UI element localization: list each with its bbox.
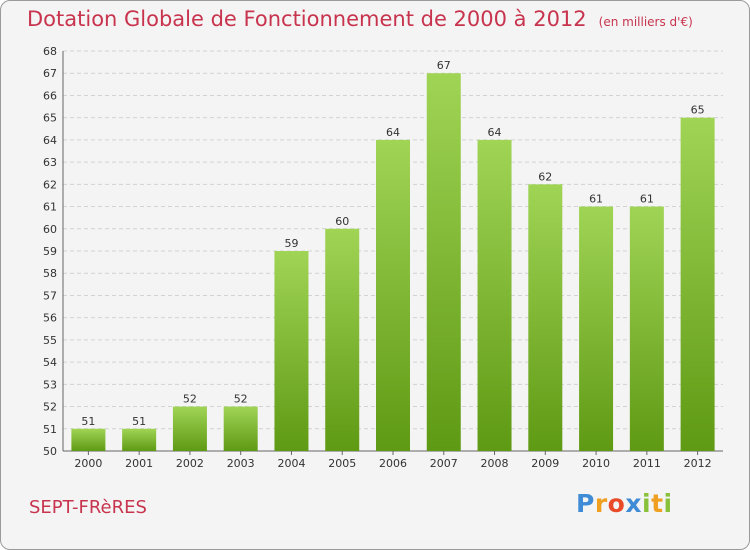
y-tick-label: 67 [43, 67, 57, 80]
x-tick-label-2000: 2000 [74, 457, 102, 470]
y-tick-label: 60 [43, 223, 57, 236]
logo-letter: r [594, 489, 608, 518]
bar-2006 [376, 139, 410, 451]
data-label-2008: 64 [488, 126, 502, 139]
x-tick-label-2005: 2005 [328, 457, 356, 470]
bar-2005 [325, 228, 360, 451]
data-label-2002: 52 [183, 393, 197, 406]
bar-2003 [223, 406, 258, 451]
y-tick-label: 53 [43, 378, 57, 391]
data-label-2003: 52 [234, 393, 248, 406]
logo-letter: t [651, 489, 664, 518]
chart-unit: (en milliers d'€) [598, 15, 693, 29]
data-label-2012: 65 [691, 104, 705, 117]
data-label-2000: 51 [81, 415, 95, 428]
bar-2002 [172, 406, 207, 451]
commune-name: SEPT-FRèRES [29, 497, 147, 518]
x-tick-label-2001: 2001 [125, 457, 153, 470]
y-tick-labels: 50 51 52 53 54 55 56 57 58 59 60 61 62 63 64 65 66 67 68 [43, 45, 57, 458]
bar-2009 [528, 184, 563, 452]
x-tick-label-2003: 2003 [227, 457, 255, 470]
data-label-2005: 60 [335, 215, 349, 228]
data-label-2001: 51 [132, 415, 146, 428]
data-labels: 51 51 52 52 59 60 64 67 64 62 61 61 65 [81, 59, 704, 428]
data-label-2006: 64 [386, 126, 400, 139]
x-tick-label-2010: 2010 [582, 457, 610, 470]
bar-2010 [579, 206, 614, 451]
y-tick-label: 61 [43, 201, 57, 214]
data-label-2011: 61 [640, 193, 654, 206]
data-label-2007: 67 [437, 59, 451, 72]
y-tick-label: 62 [43, 178, 57, 191]
logo-letter: o [607, 489, 626, 518]
x-tick-label-2006: 2006 [379, 457, 407, 470]
proxiti-logo[interactable]: Proxiti [576, 489, 673, 518]
data-label-2004: 59 [284, 237, 298, 250]
y-tick-label: 51 [43, 423, 57, 436]
x-tick-label-2002: 2002 [176, 457, 204, 470]
logo-letter: P [576, 489, 595, 518]
chart-title-text: Dotation Globale de Fonctionnement de 20… [27, 7, 587, 31]
y-tick-label: 64 [43, 134, 57, 147]
bar-2007 [426, 73, 461, 451]
x-tick-label-2004: 2004 [277, 457, 305, 470]
x-tick-label-2009: 2009 [531, 457, 559, 470]
bar-2012 [680, 117, 715, 452]
bar-2008 [477, 139, 512, 451]
y-tick-label: 54 [43, 356, 57, 369]
y-tick-label: 66 [43, 89, 57, 102]
y-tick-label: 59 [43, 245, 57, 258]
x-tick-label-2007: 2007 [430, 457, 458, 470]
x-tick-labels: 2000 2001 2002 2003 2004 2005 2006 2007 2008 2009… [74, 451, 712, 470]
y-tick-label: 68 [43, 45, 57, 58]
bar-2001 [122, 428, 157, 451]
y-tick-label: 55 [43, 334, 57, 347]
y-tick-label: 50 [43, 445, 57, 458]
x-tick-label-2012: 2012 [684, 457, 712, 470]
y-tick-label: 58 [43, 267, 57, 280]
y-tick-label: 57 [43, 289, 57, 302]
data-label-2009: 62 [538, 170, 552, 183]
logo-letter: i [663, 489, 673, 518]
chart-title: Dotation Globale de Fonctionnement de 20… [27, 7, 693, 31]
logo-letter: x [625, 489, 642, 518]
bar-2000 [71, 428, 106, 451]
y-tick-label: 52 [43, 401, 57, 414]
bar-2004 [274, 251, 309, 451]
y-tick-label: 63 [43, 156, 57, 169]
y-tick-label: 56 [43, 312, 57, 325]
bar-2011 [629, 206, 664, 451]
logo-letter: i [642, 489, 652, 518]
x-tick-label-2011: 2011 [633, 457, 661, 470]
y-tick-label: 65 [43, 112, 57, 125]
x-tick-label-2008: 2008 [481, 457, 509, 470]
bars [71, 73, 715, 452]
data-label-2010: 61 [589, 193, 603, 206]
